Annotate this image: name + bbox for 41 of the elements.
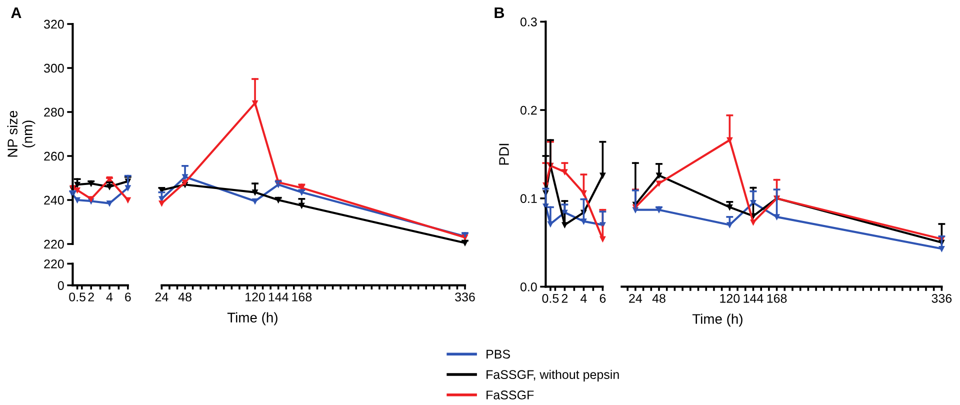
x-tick-label: 0.5 xyxy=(69,292,86,302)
x-tick-label: 48 xyxy=(652,294,666,303)
y-tick-label: 300 xyxy=(44,64,64,73)
y-tick-label: 320 xyxy=(44,20,64,29)
y-tick-label: 0.0 xyxy=(520,282,537,292)
x-tick-label: 120 xyxy=(246,292,265,302)
y-axis-title: NP size (nm) xyxy=(7,110,36,157)
legend-label: FaSSGF, without pepsin xyxy=(486,370,619,382)
y-tick-label: 240 xyxy=(44,196,64,205)
x-tick-label: 2 xyxy=(88,292,94,302)
x-tick-label: 120 xyxy=(720,294,740,303)
x-tick-label: 336 xyxy=(455,292,475,302)
chart-title: A xyxy=(11,7,22,18)
x-tick-label: 2 xyxy=(562,294,568,303)
x-tick-label: 48 xyxy=(178,292,192,302)
x-axis-title: Time (h) xyxy=(227,312,278,326)
legend-label: FaSSGF xyxy=(486,390,534,400)
chart-title: B xyxy=(494,7,504,18)
x-tick-label: 4 xyxy=(580,294,587,303)
legend-label: PBS xyxy=(486,350,510,359)
y-tick-label: 220 xyxy=(44,260,64,268)
x-tick-label: 0.5 xyxy=(542,294,559,303)
y-tick-label: 0 xyxy=(58,281,64,290)
x-tick-label: 24 xyxy=(155,292,168,302)
x-axis-title: Time (h) xyxy=(692,314,742,327)
y-tick-label: 0.2 xyxy=(520,106,537,115)
x-tick-label: 6 xyxy=(600,294,606,303)
y-axis-title: PDI xyxy=(499,144,509,165)
x-tick-label: 144 xyxy=(744,294,764,303)
x-tick-label: 24 xyxy=(629,294,642,303)
y-tick-label: 280 xyxy=(44,108,64,117)
x-tick-label: 4 xyxy=(106,292,113,302)
x-tick-label: 168 xyxy=(292,292,312,302)
x-tick-label: 144 xyxy=(268,292,288,302)
y-tick-label: 260 xyxy=(44,152,64,161)
y-tick-label: 0.1 xyxy=(520,194,537,204)
y-tick-label: 220 xyxy=(44,240,64,249)
x-tick-label: 168 xyxy=(767,294,787,303)
x-tick-label: 6 xyxy=(125,292,131,302)
y-tick-label: 0.3 xyxy=(520,18,537,26)
x-tick-label: 336 xyxy=(932,294,952,303)
